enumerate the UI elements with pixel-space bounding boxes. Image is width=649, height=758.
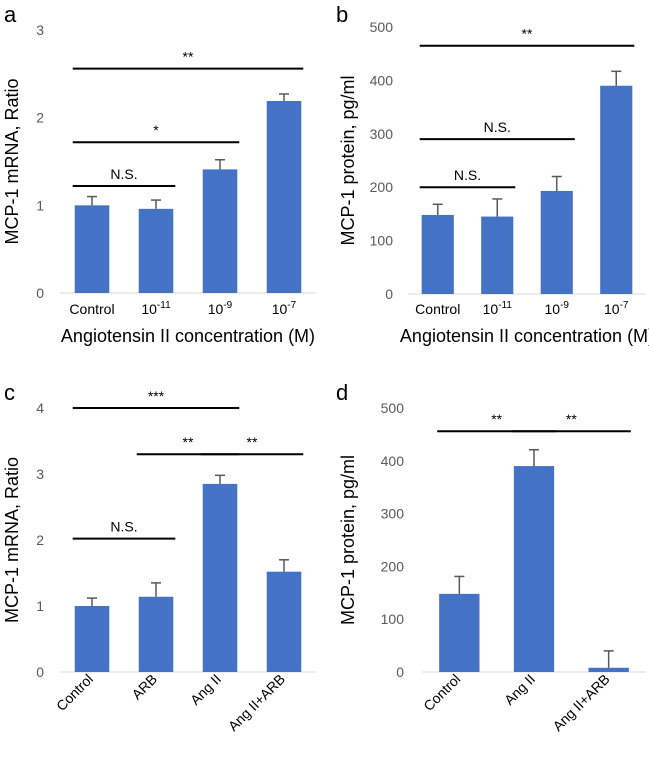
bar: [421, 214, 454, 294]
significance-label: **: [522, 26, 533, 42]
y-tick-label: 0: [396, 664, 404, 680]
y-axis-title: MCP-1 mRNA, Ratio: [2, 457, 22, 623]
significance-label: **: [183, 49, 194, 65]
bar: [588, 667, 629, 672]
y-tick-label: 200: [370, 179, 394, 195]
category-label: ARB: [128, 671, 160, 703]
y-tick-label: 300: [370, 126, 394, 142]
significance-label: N.S.: [110, 166, 137, 182]
bar: [266, 101, 302, 293]
bar: [138, 208, 174, 293]
y-tick-label: 400: [370, 72, 394, 88]
category-exponent: -9: [223, 300, 232, 311]
category-label: 10-9: [545, 300, 570, 317]
y-tick-label: 3: [36, 22, 44, 38]
bar: [481, 216, 514, 294]
bar: [138, 596, 174, 672]
panel-letter: c: [4, 380, 15, 405]
bar: [74, 606, 110, 672]
significance-label: **: [491, 411, 502, 427]
y-tick-label: 100: [370, 233, 394, 249]
panel-letter: d: [336, 380, 348, 405]
significance-label: **: [183, 434, 194, 450]
category-label: Ang II: [501, 671, 538, 708]
panel-a: a 0 1 2 3 MCP-1 mRNA, Ratio Angiotensin II con…: [2, 2, 316, 346]
y-tick-label: 400: [381, 453, 405, 469]
significance-label: *: [153, 122, 159, 138]
category-exponent: -9: [560, 300, 569, 311]
panel-c: c 0 1 2 3 4 MCP-1 mRNA, Ratio Control ARB Ang II A…: [2, 380, 316, 734]
category-label: Control: [415, 301, 460, 317]
y-axis-title: MCP-1 protein, pg/ml: [338, 455, 358, 625]
significance-label: **: [247, 434, 258, 450]
bar: [74, 205, 110, 293]
significance-label: **: [566, 411, 577, 427]
y-tick-label: 0: [36, 285, 44, 301]
y-tick-label: 0: [385, 286, 393, 302]
y-tick-label: 100: [381, 611, 405, 627]
bar: [202, 483, 238, 672]
significance-label: N.S.: [454, 167, 481, 183]
category-label: Ang II+ARB: [225, 671, 288, 734]
x-axis-title: Angiotensin II concentration (M): [61, 326, 315, 346]
category-label: 10-11: [141, 300, 171, 317]
y-tick-label: 3: [36, 466, 44, 482]
panel-d: d 0 100 200 300 400 500 MCP-1 protein, pg/ml Con…: [336, 380, 646, 734]
y-tick-label: 1: [36, 598, 44, 614]
y-tick-label: 0: [36, 664, 44, 680]
y-tick-label: 200: [381, 558, 405, 574]
panel-letter: b: [336, 2, 348, 27]
bar: [600, 85, 633, 295]
y-tick-label: 1: [36, 197, 44, 213]
y-tick-label: 2: [36, 532, 44, 548]
y-tick-label: 4: [36, 400, 44, 416]
y-tick-label: 2: [36, 110, 44, 126]
panel-b: b 0 100 200 300 400 500 MCP-1 protein, pg/ml Ang…: [336, 2, 649, 346]
y-axis-title: MCP-1 protein, pg/ml: [338, 75, 358, 245]
y-axis-title: MCP-1 mRNA, Ratio: [2, 78, 22, 244]
bar: [439, 593, 480, 672]
y-tick-label: 500: [381, 400, 405, 416]
category-label: Control: [69, 301, 114, 317]
category-exponent: -11: [498, 300, 512, 311]
y-tick-label: 500: [370, 19, 394, 35]
significance-label: ***: [148, 388, 165, 404]
bar: [513, 466, 555, 672]
category-label: Control: [53, 671, 96, 714]
category-label: 10-9: [208, 300, 233, 317]
category-label: Control: [420, 671, 463, 714]
significance-label: N.S.: [484, 119, 511, 135]
significance-label: N.S.: [110, 519, 137, 535]
bar: [266, 571, 302, 672]
category-label: 10-7: [604, 300, 629, 317]
category-exponent: -7: [620, 300, 629, 311]
panel-letter: a: [4, 2, 17, 27]
y-tick-label: 300: [381, 506, 405, 522]
category-label: Ang II: [187, 671, 224, 708]
category-label: 10-7: [272, 300, 297, 317]
category-label: Ang II+ARB: [549, 671, 612, 734]
category-exponent: -11: [157, 300, 171, 311]
category-label: 10-11: [483, 300, 513, 317]
bar: [202, 169, 238, 293]
bar: [540, 190, 573, 294]
x-axis-title: Angiotensin II concentration (M): [400, 326, 649, 346]
category-exponent: -7: [287, 300, 296, 311]
